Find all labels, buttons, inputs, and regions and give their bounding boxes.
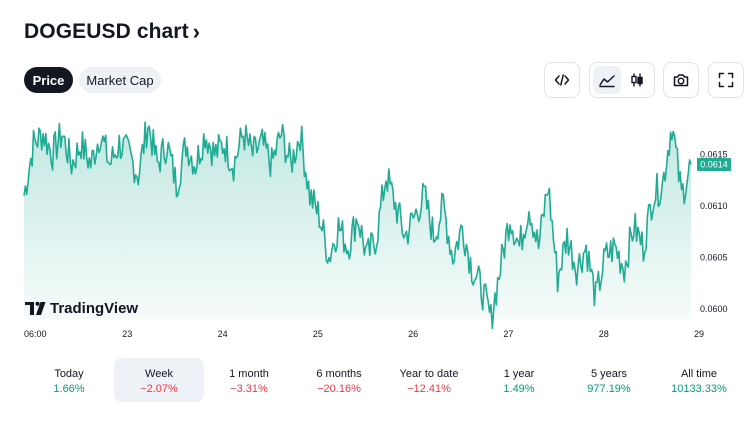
period-change: 1.66% (53, 383, 85, 395)
period-label: 6 months (316, 368, 362, 380)
snapshot-button[interactable] (663, 62, 699, 98)
tab-price[interactable]: Price (24, 67, 73, 93)
x-axis-tick-label: 26 (408, 329, 418, 339)
period-label: All time (680, 368, 718, 380)
fullscreen-button[interactable] (708, 62, 744, 98)
period-1-year[interactable]: 1 year 1.49% (474, 358, 564, 402)
period-6-months[interactable]: 6 months −20.16% (294, 358, 384, 402)
x-axis-tick-label: 28 (599, 329, 609, 339)
period-change: −3.31% (230, 383, 268, 395)
tab-market-cap[interactable]: Market Cap (79, 67, 161, 93)
candlestick-chart-button[interactable] (623, 66, 651, 94)
y-axis-tick-label: 0.0615 (700, 150, 728, 160)
period-week[interactable]: Week −2.07% (114, 358, 204, 402)
period-change: −20.16% (317, 383, 361, 395)
x-axis-tick-label: 25 (313, 329, 323, 339)
period-year-to-date[interactable]: Year to date −12.41% (384, 358, 474, 402)
period-5-years[interactable]: 5 years 977.19% (564, 358, 654, 402)
y-axis-tick-label: 0.0605 (700, 253, 728, 263)
code-icon (554, 74, 570, 86)
area-chart-button[interactable] (593, 66, 621, 94)
x-axis-tick-label: 27 (503, 329, 513, 339)
period-today[interactable]: Today 1.66% (24, 358, 114, 402)
chart-type-switcher (589, 62, 655, 98)
performance-periods: Today 1.66% Week −2.07% 1 month −3.31% 6… (24, 358, 744, 402)
period-all-time[interactable]: All time 10133.33% (654, 358, 744, 402)
chart-title-text: DOGEUSD chart (24, 20, 189, 43)
period-label: 1 month (229, 368, 269, 380)
period-label: Year to date (399, 368, 459, 380)
period-change: −12.41% (407, 383, 451, 395)
y-axis-tick-label: 0.0600 (700, 304, 728, 314)
period-label: Week (145, 368, 173, 380)
period-label: Today (54, 368, 84, 380)
last-price-value: 0.0614 (700, 160, 728, 170)
chart-title[interactable]: DOGEUSD chart › (24, 19, 200, 45)
x-axis-tick-label: 06:00 (24, 329, 47, 339)
camera-icon (673, 74, 689, 87)
period-label: 5 years (590, 368, 628, 380)
x-axis-tick-label: 23 (122, 329, 132, 339)
x-axis-tick-label: 24 (218, 329, 228, 339)
tradingview-watermark[interactable]: TradingView (25, 300, 138, 317)
tradingview-logo-icon (25, 301, 46, 315)
period-change: 10133.33% (671, 383, 727, 395)
price-chart[interactable]: 0.0615 0.0610 0.0605 0.0600 06:00 23 24 25 26 27… (0, 105, 750, 345)
fullscreen-icon (718, 72, 734, 88)
price-line (23, 121, 692, 330)
chevron-right-icon: › (192, 19, 201, 44)
candlestick-icon (631, 73, 643, 87)
period-change: 977.19% (587, 383, 631, 395)
last-price-label: 0.0614 (697, 158, 731, 171)
area-chart-icon (599, 75, 615, 88)
tradingview-wordmark: TradingView (50, 300, 138, 317)
period-label: 1 year (503, 368, 535, 380)
x-axis-tick-label: 29 (694, 329, 704, 339)
y-axis-tick-label: 0.0610 (700, 201, 728, 211)
period-1-month[interactable]: 1 month −3.31% (204, 358, 294, 402)
period-change: −2.07% (140, 383, 178, 395)
period-change: 1.49% (503, 383, 535, 395)
embed-button[interactable] (544, 62, 580, 98)
